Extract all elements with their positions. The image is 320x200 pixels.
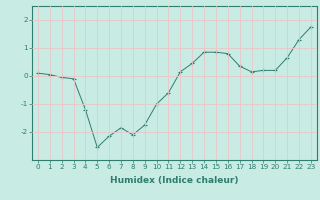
X-axis label: Humidex (Indice chaleur): Humidex (Indice chaleur)	[110, 176, 239, 185]
